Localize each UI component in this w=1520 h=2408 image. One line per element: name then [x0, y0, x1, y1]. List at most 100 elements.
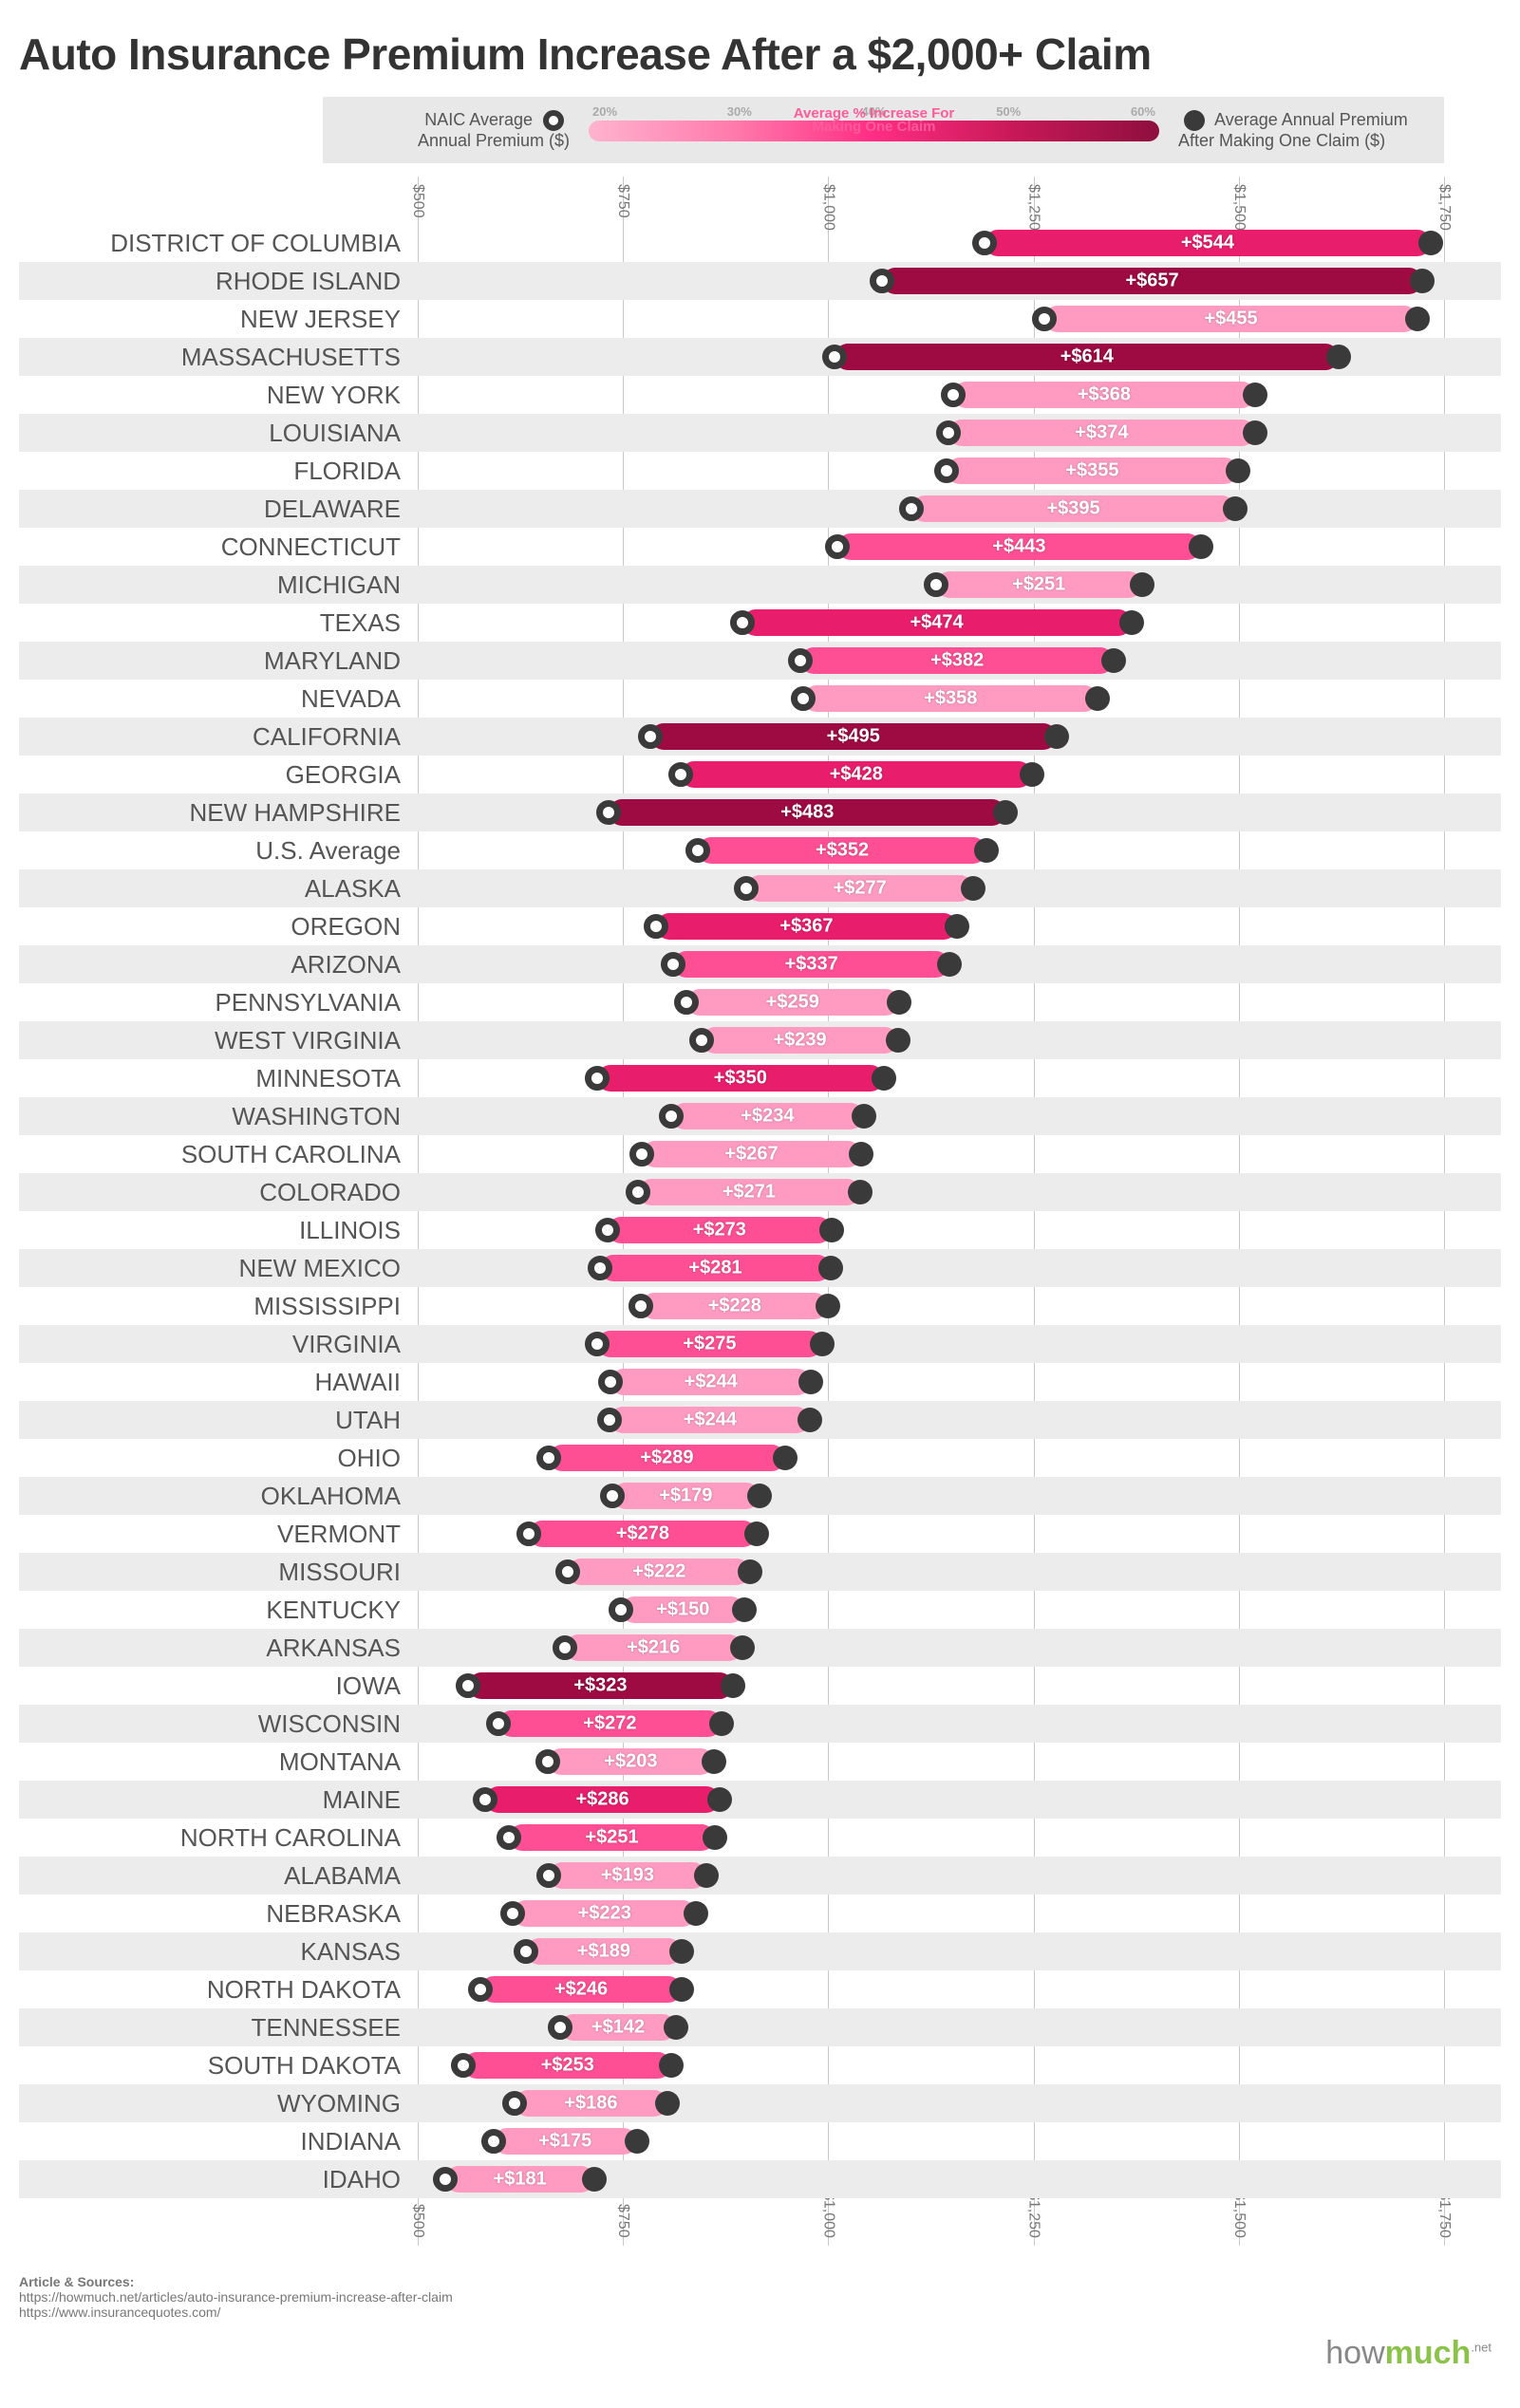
state-label: WYOMING [19, 2089, 418, 2119]
increase-value: +$614 [1060, 346, 1114, 368]
start-marker-icon [629, 1294, 653, 1318]
start-marker-icon [788, 648, 813, 673]
start-marker-icon [924, 572, 948, 597]
start-marker-icon [936, 420, 961, 445]
state-label: ILLINOIS [19, 1216, 418, 1245]
increase-value: +$374 [1075, 422, 1128, 444]
increase-value: +$267 [724, 1144, 778, 1166]
state-label: GEORGIA [19, 760, 418, 790]
table-row: OREGON+$367 [19, 907, 1501, 945]
increase-value: +$253 [541, 2055, 594, 2077]
table-row: ALASKA+$277 [19, 869, 1501, 907]
start-marker-icon [791, 686, 816, 711]
start-marker-icon [609, 1597, 633, 1622]
increase-bar: +$271 [638, 1179, 860, 1205]
start-marker-icon [674, 990, 699, 1015]
start-marker-icon [899, 496, 924, 521]
increase-value: +$246 [554, 1979, 608, 2001]
start-marker-icon [598, 1370, 623, 1394]
increase-bar: +$239 [702, 1027, 898, 1054]
increase-value: +$203 [604, 1751, 657, 1773]
end-marker-icon [1119, 610, 1144, 635]
state-label: MARYLAND [19, 646, 418, 676]
state-label: NEW JERSEY [19, 305, 418, 334]
start-marker-icon [588, 1256, 612, 1280]
increase-bar: +$189 [526, 1938, 681, 1965]
increase-bar: +$259 [686, 989, 899, 1016]
increase-bar: +$223 [513, 1900, 696, 1927]
state-label: OKLAHOMA [19, 1482, 418, 1511]
end-marker-icon [625, 2129, 649, 2154]
table-row: FLORIDA+$355 [19, 452, 1501, 490]
increase-value: +$368 [1078, 384, 1131, 406]
start-marker-icon [644, 914, 668, 939]
increase-bar: +$374 [948, 420, 1255, 446]
increase-bar: +$455 [1044, 306, 1417, 332]
start-marker-icon [456, 1673, 480, 1698]
increase-value: +$175 [538, 2131, 591, 2153]
end-marker-icon [655, 2091, 680, 2116]
end-marker-icon [818, 1256, 843, 1280]
increase-bar: +$350 [597, 1065, 885, 1092]
increase-bar: +$244 [610, 1369, 811, 1395]
increase-value: +$271 [722, 1182, 776, 1204]
increase-bar: +$281 [600, 1255, 831, 1281]
increase-bar: +$355 [947, 457, 1238, 484]
increase-value: +$186 [564, 2093, 617, 2115]
increase-value: +$443 [992, 536, 1045, 558]
state-label: CALIFORNIA [19, 722, 418, 752]
start-marker-icon [596, 800, 621, 825]
end-marker-icon [1130, 572, 1154, 597]
increase-bar: +$253 [463, 2052, 671, 2079]
end-marker-icon [849, 1142, 873, 1167]
end-marker-icon [961, 876, 985, 901]
increase-value: +$395 [1046, 498, 1099, 520]
start-marker-icon [595, 1218, 620, 1242]
end-marker-icon [872, 1066, 896, 1091]
chart-area: $500$500$750$750$1,000$1,000$1,250$1,250… [19, 177, 1501, 2246]
increase-value: +$244 [685, 1372, 738, 1393]
state-label: MINNESOTA [19, 1064, 418, 1093]
increase-value: +$150 [656, 1599, 709, 1621]
state-label: NEVADA [19, 684, 418, 714]
start-marker-icon [481, 2129, 506, 2154]
state-label: NORTH CAROLINA [19, 1823, 418, 1853]
start-marker-icon [1032, 307, 1057, 331]
start-marker-icon [689, 1028, 714, 1053]
increase-bar: +$186 [515, 2090, 667, 2117]
table-row: DISTRICT OF COLUMBIA+$544 [19, 224, 1501, 262]
start-marker-icon [500, 1901, 525, 1926]
increase-value: +$216 [627, 1637, 680, 1659]
table-row: VERMONT+$278 [19, 1515, 1501, 1553]
increase-value: +$277 [834, 878, 887, 900]
increase-bar: +$614 [835, 344, 1339, 370]
state-label: DISTRICT OF COLUMBIA [19, 229, 418, 258]
table-row: ARKANSAS+$216 [19, 1629, 1501, 1667]
table-row: VIRGINIA+$275 [19, 1325, 1501, 1363]
state-label: DELAWARE [19, 495, 418, 524]
start-marker-icon [585, 1066, 610, 1091]
end-marker-icon [684, 1901, 708, 1926]
table-row: RHODE ISLAND+$657 [19, 262, 1501, 300]
increase-bar: +$251 [509, 1824, 715, 1851]
table-row: OKLAHOMA+$179 [19, 1477, 1501, 1515]
legend-mid: 20%30%40%50%60% Average % Increase ForMa… [589, 104, 1159, 134]
end-marker-icon [974, 838, 999, 863]
increase-value: +$358 [924, 688, 977, 710]
increase-value: +$272 [583, 1713, 636, 1735]
increase-value: +$223 [578, 1903, 631, 1925]
end-marker-icon [664, 2015, 688, 2040]
table-row: WISCONSIN+$272 [19, 1705, 1501, 1743]
state-label: SOUTH DAKOTA [19, 2051, 418, 2081]
end-marker-icon [819, 1218, 844, 1242]
table-row: NEW JERSEY +$455 [19, 300, 1501, 338]
state-label: PENNSYLVANIA [19, 988, 418, 1017]
start-marker-icon [548, 2015, 572, 2040]
end-marker-icon [798, 1408, 822, 1432]
state-label: MONTANA [19, 1747, 418, 1777]
end-marker-icon [669, 1939, 694, 1964]
increase-value: +$239 [773, 1030, 826, 1052]
state-label: VIRGINIA [19, 1330, 418, 1359]
increase-bar: +$367 [656, 913, 957, 940]
table-row: ALABAMA+$193 [19, 1857, 1501, 1895]
